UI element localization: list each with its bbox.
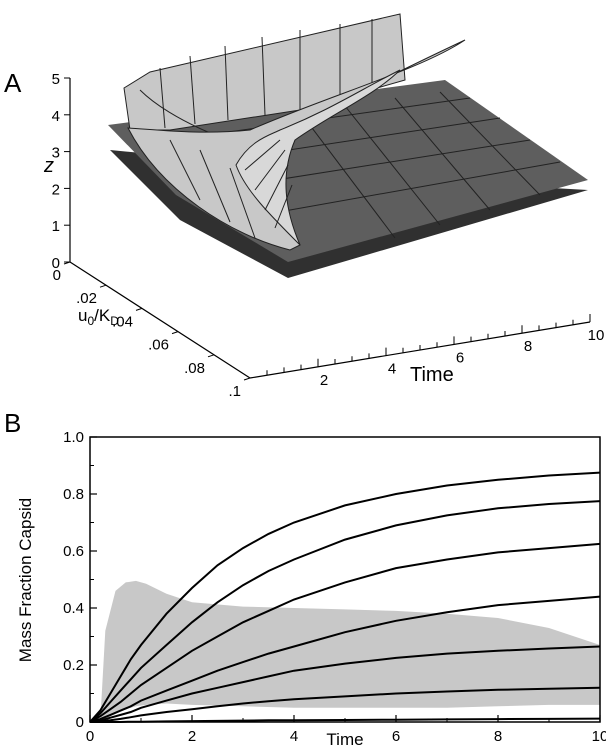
z-tick-label: 3: [52, 145, 60, 162]
panel-b: B Mass Fraction Capsid Time 0 2 4 6 8 10 0 0.2…: [4, 408, 606, 749]
fold-grid: [169, 139, 293, 239]
time-tick-label: 6: [456, 349, 464, 366]
z-tick-label: 2: [52, 181, 60, 198]
x-axis-ticks: 0 2 4 6 8 10: [86, 715, 606, 745]
u-tick-label: .04: [112, 313, 133, 330]
u-tick-label: 0: [53, 267, 61, 284]
time-tick-label: 2: [320, 372, 328, 389]
u-tick-mark: [135, 307, 143, 311]
x-tick-label: 4: [290, 728, 298, 745]
y-tick-label: 0.8: [63, 486, 84, 503]
u-tick-label: .06: [148, 337, 169, 354]
u-tick-mark: [207, 354, 215, 358]
y-tick-label: 0.6: [63, 543, 84, 560]
z-axis-ticks: 0 1 2 3 4 5: [52, 71, 70, 272]
y-tick-label: 0: [76, 714, 84, 731]
x-tick-label: 2: [188, 728, 196, 745]
x-tick-label: 6: [392, 728, 400, 745]
u-axis-line: [69, 261, 251, 379]
time-axis-label: Time: [410, 364, 454, 386]
u-tick-mark: [99, 284, 107, 288]
series-line-1: [89, 471, 601, 723]
y-axis-label: Mass Fraction Capsid: [16, 498, 35, 662]
u-tick-label: .08: [184, 360, 205, 377]
z-axis-label: z: [43, 155, 54, 177]
time-tick-label: 8: [524, 338, 532, 355]
x-tick-label: 10: [592, 728, 606, 745]
series-line-3: [89, 542, 601, 723]
panel-a-letter: A: [4, 68, 22, 98]
series-line-6: [89, 686, 601, 723]
series-line-5: [89, 645, 601, 723]
y-tick-label: 0.2: [63, 657, 84, 674]
z-tick-label: 4: [52, 108, 60, 125]
u-tick-label: .1: [228, 383, 241, 400]
x-axis-label: Time: [326, 730, 363, 749]
y-axis-ticks: 0 0.2 0.4 0.6 0.8 1.0: [63, 429, 97, 731]
y-tick-label: 1.0: [63, 429, 84, 446]
u-tick-mark: [63, 261, 71, 265]
x-tick-label: 8: [494, 728, 502, 745]
series-line-4: [89, 595, 601, 723]
fold-inner: [235, 69, 401, 246]
u-axis-label: u0/KD: [78, 306, 119, 328]
time-tick-label: 10: [588, 327, 605, 344]
time-tick-label: 4: [388, 361, 396, 378]
series-line-2: [89, 500, 601, 723]
time-axis-ticks: 2 4 6 8 10: [266, 314, 605, 389]
u-tick-label: .02: [76, 290, 97, 307]
u-tick-mark: [171, 331, 179, 335]
panel-b-letter: B: [4, 408, 21, 438]
x-tick-label: 0: [86, 728, 94, 745]
y-tick-label: 0.4: [63, 600, 84, 617]
panel-a: A: [4, 13, 605, 400]
z-tick-label: 1: [52, 218, 60, 235]
u-axis-ticks: 0 .02 .04 .06 .08 .1: [53, 261, 251, 400]
u-tick-mark: [243, 377, 251, 381]
z-tick-label: 0: [52, 255, 60, 272]
z-tick-label: 5: [52, 71, 60, 88]
